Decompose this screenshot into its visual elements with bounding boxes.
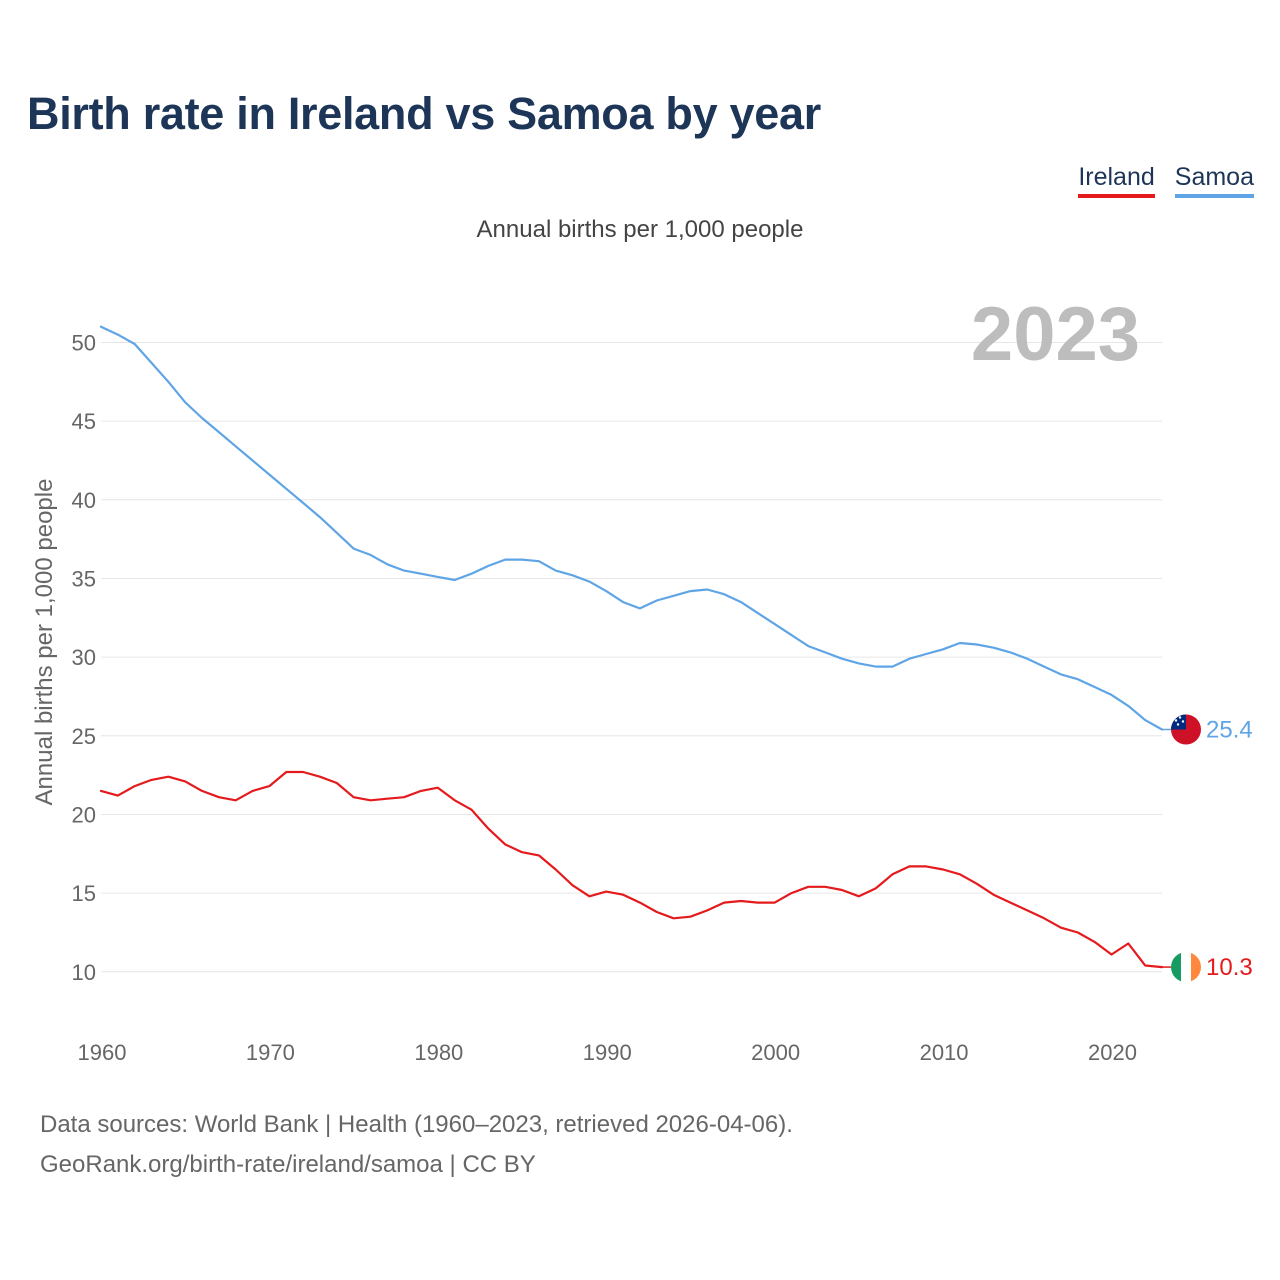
series-lines <box>99 325 1171 969</box>
line-chart: 10 15 20 25 30 35 40 45 50 1960 1970 1980 1990 2000 2… <box>31 292 1253 1065</box>
gridlines <box>101 341 1162 973</box>
samoa-flag-icon <box>1171 714 1201 745</box>
y-tick-label-10: 10 <box>72 960 96 985</box>
ireland-flag-icon <box>1171 952 1201 983</box>
y-axis-ticks: 10 15 20 25 30 35 40 45 50 <box>72 330 96 984</box>
y-tick-label-45: 45 <box>72 409 96 434</box>
data-sources: Data sources: World Bank | Health (1960–… <box>40 1111 793 1138</box>
chart-title: Birth rate in Ireland vs Samoa by year <box>27 88 821 139</box>
series-line-ireland <box>99 770 1164 969</box>
end-label-ireland: 10.3 <box>1206 954 1253 981</box>
legend: Ireland Samoa <box>1078 163 1254 198</box>
year-watermark: 2023 <box>971 292 1140 377</box>
footer: Data sources: World Bank | Health (1960–… <box>40 1105 793 1185</box>
y-tick-label-20: 20 <box>72 802 96 827</box>
chart-subtitle: Annual births per 1,000 people <box>476 216 804 243</box>
x-tick-label-1990: 1990 <box>583 1040 632 1065</box>
x-tick-label-2000: 2000 <box>751 1040 800 1065</box>
legend-item-ireland[interactable]: Ireland <box>1078 163 1155 198</box>
series-line-samoa <box>99 325 1164 731</box>
x-tick-label-1960: 1960 <box>78 1040 127 1065</box>
x-tick-label-2020: 2020 <box>1088 1040 1137 1065</box>
y-tick-label-35: 35 <box>72 566 96 591</box>
end-label-samoa: 25.4 <box>1206 717 1253 744</box>
y-tick-label-50: 50 <box>72 330 96 355</box>
y-tick-label-30: 30 <box>72 645 96 670</box>
x-tick-label-1980: 1980 <box>414 1040 463 1065</box>
x-tick-label-2010: 2010 <box>920 1040 969 1065</box>
x-tick-label-1970: 1970 <box>246 1040 295 1065</box>
y-tick-label-25: 25 <box>72 724 96 749</box>
y-tick-label-15: 15 <box>72 881 96 906</box>
x-axis-ticks: 1960 1970 1980 1990 2000 2010 2020 <box>78 1040 1137 1065</box>
y-tick-label-40: 40 <box>72 488 96 513</box>
credit-link[interactable]: GeoRank.org/birth-rate/ireland/samoa | C… <box>40 1151 536 1178</box>
y-axis-label: Annual births per 1,000 people <box>31 479 58 806</box>
legend-item-samoa[interactable]: Samoa <box>1174 163 1254 198</box>
